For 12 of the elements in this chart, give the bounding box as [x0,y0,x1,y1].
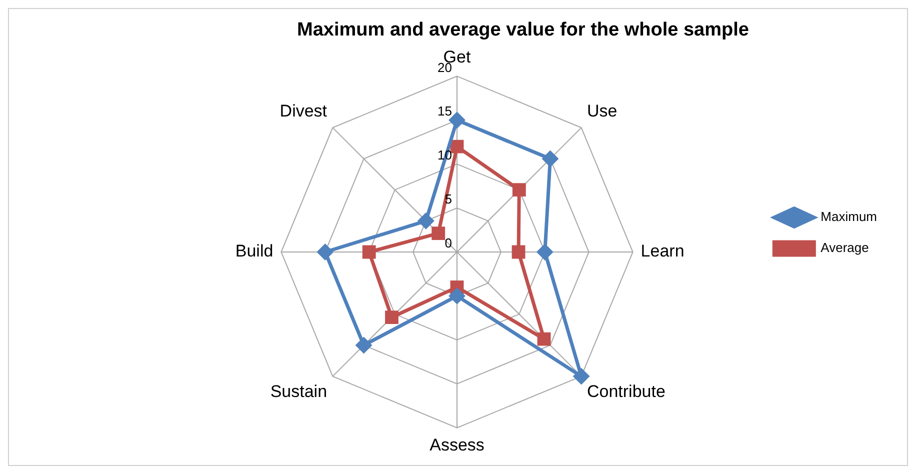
spoke-label: Assess [430,436,484,455]
spoke-label: Sustain [270,382,328,401]
spoke-label: Learn [640,242,684,261]
chart-title: Maximum and average value for the whole sample [297,20,749,41]
spoke-label: Use [586,102,618,121]
legend-label: Average [820,240,869,256]
y-tick-label: 15 [438,104,452,119]
spoke-label: Divest [280,102,328,121]
y-tick-label: 0 [444,236,452,251]
legend-label: Maximum [820,209,878,224]
spoke-label: Contribute [586,382,666,401]
spoke-label: Build [235,242,274,261]
